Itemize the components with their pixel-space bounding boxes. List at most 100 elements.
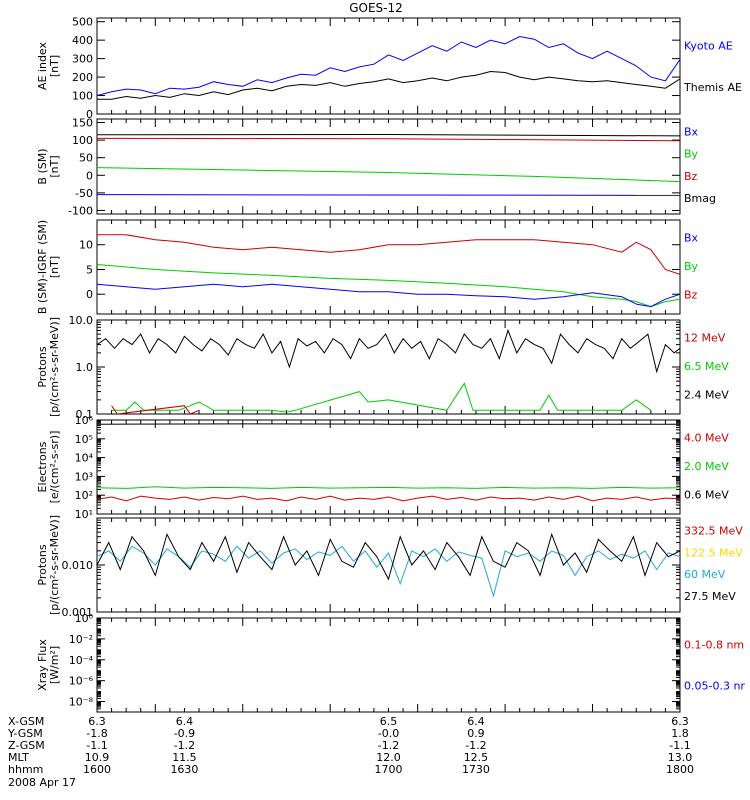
series-line-by (97, 264, 680, 308)
series-line-by (97, 167, 680, 183)
series-line-kyoto-ae (97, 35, 680, 96)
y-tick-label: 0.001 (62, 606, 94, 619)
footer-row-label: MLT (8, 751, 29, 764)
footer-value: 10.9 (84, 751, 110, 764)
y-tick-label: 10³ (75, 470, 93, 483)
legend-entry: 0.1-0.8 nm (684, 639, 744, 652)
footer-row-label: Y-GSM (8, 727, 43, 740)
y-axis-label: [nT] (48, 256, 61, 278)
legend-entry: 6.5 MeV (684, 360, 729, 373)
footer-value: 12.0 (376, 751, 401, 764)
footer-value: 12.5 (463, 751, 489, 764)
footer-value: -1.1 (669, 739, 691, 752)
panel-protons_low: 0.1 1.0 10.0 Protons [p/(cm²-s-sr-MeV)] 12 Me… (36, 314, 729, 421)
legend-entry: By (684, 260, 699, 273)
panel-xray: 10⁻⁸ 10⁻⁶ 10⁻⁴ 10⁻² 10⁰ Xray Flux [W/m²] 0.1-0.… (36, 612, 745, 713)
footer-value: 1600 (83, 763, 111, 776)
panel-bfield: -100 -50 0 50 100 150 B (SM) [nT] Bx By Bz Bmag (36, 117, 716, 218)
series-line-4-0-mev (97, 495, 680, 502)
series-line-2-4-mev (97, 328, 680, 374)
y-tick-label: -50 (75, 187, 93, 200)
series-line-bmag (97, 133, 680, 137)
y-tick-label: 100 (72, 90, 93, 103)
footer-date: 2008 Apr 17 (8, 776, 77, 789)
y-axis-label: Protons (36, 346, 49, 387)
panel-frame (96, 219, 681, 315)
panel-bigrf: 0 5 10 B (SM)-IGRF (SM) [nT] Bx By Bz (36, 219, 699, 315)
legend-entry: 4.0 MeV (684, 431, 729, 444)
series-line-bz (97, 234, 680, 275)
legend-entry: 0.6 MeV (684, 488, 729, 501)
legend-entry: 27.5 MeV (684, 590, 736, 603)
footer-value: -0.0 (377, 727, 400, 740)
series-line-6-5-mev (111, 382, 652, 413)
series-line-bz (97, 137, 680, 142)
y-axis-label: Protons (36, 544, 49, 585)
footer-value: -1.2 (465, 739, 487, 752)
legend-entry: Bz (684, 170, 698, 183)
y-tick-label: 0 (86, 108, 93, 121)
legend-entry: Bz (684, 288, 698, 301)
footer-value: -0.9 (173, 727, 196, 740)
y-tick-label: 50 (79, 152, 93, 165)
y-tick-label: 400 (72, 34, 93, 47)
series-line-60-mev (97, 545, 680, 598)
legend-entry: Bmag (684, 192, 716, 205)
y-tick-label: 0.010 (62, 559, 94, 572)
footer-value: 6.3 (88, 715, 106, 728)
series-line-themis-ae (97, 70, 680, 100)
footer-value: 1.8 (671, 727, 689, 740)
footer-value: -1.1 (86, 739, 108, 752)
plot-title: GOES-12 (349, 1, 403, 15)
y-tick-label: 150 (72, 117, 93, 130)
panel-frame (96, 517, 681, 613)
y-axis-label: AE index (36, 41, 49, 90)
footer-row-hhmm: hhmm 1600 1630 1700 1730 1800 (0, 764, 750, 776)
footer-value: 1730 (461, 763, 490, 776)
series-line-bx (97, 283, 680, 308)
y-tick-label: 10⁻² (69, 633, 93, 646)
footer-row-y-gsm: Y-GSM -1.8 -0.9 -0.0 0.9 1.8 (0, 728, 750, 740)
panel-frame (96, 17, 681, 115)
y-axis-label: B (SM) (36, 148, 49, 184)
y-tick-label: 0 (86, 288, 93, 301)
y-axis-label: [e/(cm²-s-sr)] (48, 431, 61, 504)
footer-value: 6.4 (175, 715, 194, 728)
footer-value: -1.2 (377, 739, 400, 752)
y-tick-label: -100 (68, 204, 93, 217)
footer-row-label: Z-GSM (8, 739, 45, 752)
y-tick-label: 500 (72, 16, 93, 29)
footer-value: -1.8 (86, 727, 108, 740)
legend-entry: Kyoto AE (684, 39, 733, 52)
footer-value: 6.3 (671, 715, 689, 728)
panel-protons_high: 0.001 0.010 Protons [p/(cm²-s-sr-MeV)] 332.5… (36, 515, 743, 619)
footer-row-label: hhmm (8, 763, 44, 776)
y-axis-label: [nT] (48, 155, 61, 177)
legend-entry: 0.05-0.3 nr (684, 680, 745, 693)
panel-frame (96, 419, 681, 515)
legend-entry: 60 MeV (684, 568, 726, 581)
footer-value: -1.2 (173, 739, 196, 752)
x-axis-footer: X-GSM 6.3 6.4 6.5 6.4 6.3 Y-GSM -1.8 -0.9 -0.0 0.9… (0, 716, 750, 800)
legend-entry: 12 MeV (684, 331, 726, 344)
series-line-12-mev (111, 405, 200, 414)
y-tick-label: 1.0 (76, 361, 94, 374)
y-tick-label: 10⁵ (75, 433, 93, 446)
footer-value: 1630 (170, 763, 199, 776)
panel-ae: 0 100 200 300 400 500 AE index [nT] Kyoto AE Them… (36, 16, 742, 121)
y-tick-label: 300 (72, 53, 93, 66)
legend-entry: 2.4 MeV (684, 388, 729, 401)
legend-entry: Themis AE (683, 81, 742, 94)
series-line-2-0-mev (97, 486, 680, 489)
y-tick-label: 10⁰ (75, 612, 94, 625)
footer-row-z-gsm: Z-GSM -1.1 -1.2 -1.2 -1.2 -1.1 (0, 740, 750, 752)
y-tick-label: 100 (72, 134, 93, 147)
footer-value: 6.5 (379, 715, 398, 728)
y-tick-label: 10.0 (69, 314, 94, 327)
y-axis-label: [p/(cm²-s-sr-MeV)] (48, 317, 61, 417)
footer-value: 0.9 (467, 727, 485, 740)
series-line-0-6-mev (97, 423, 680, 425)
y-tick-label: 10⁻⁸ (69, 696, 94, 709)
legend-entry: 122.5 MeV (684, 546, 743, 559)
y-axis-label: [nT] (48, 55, 61, 77)
